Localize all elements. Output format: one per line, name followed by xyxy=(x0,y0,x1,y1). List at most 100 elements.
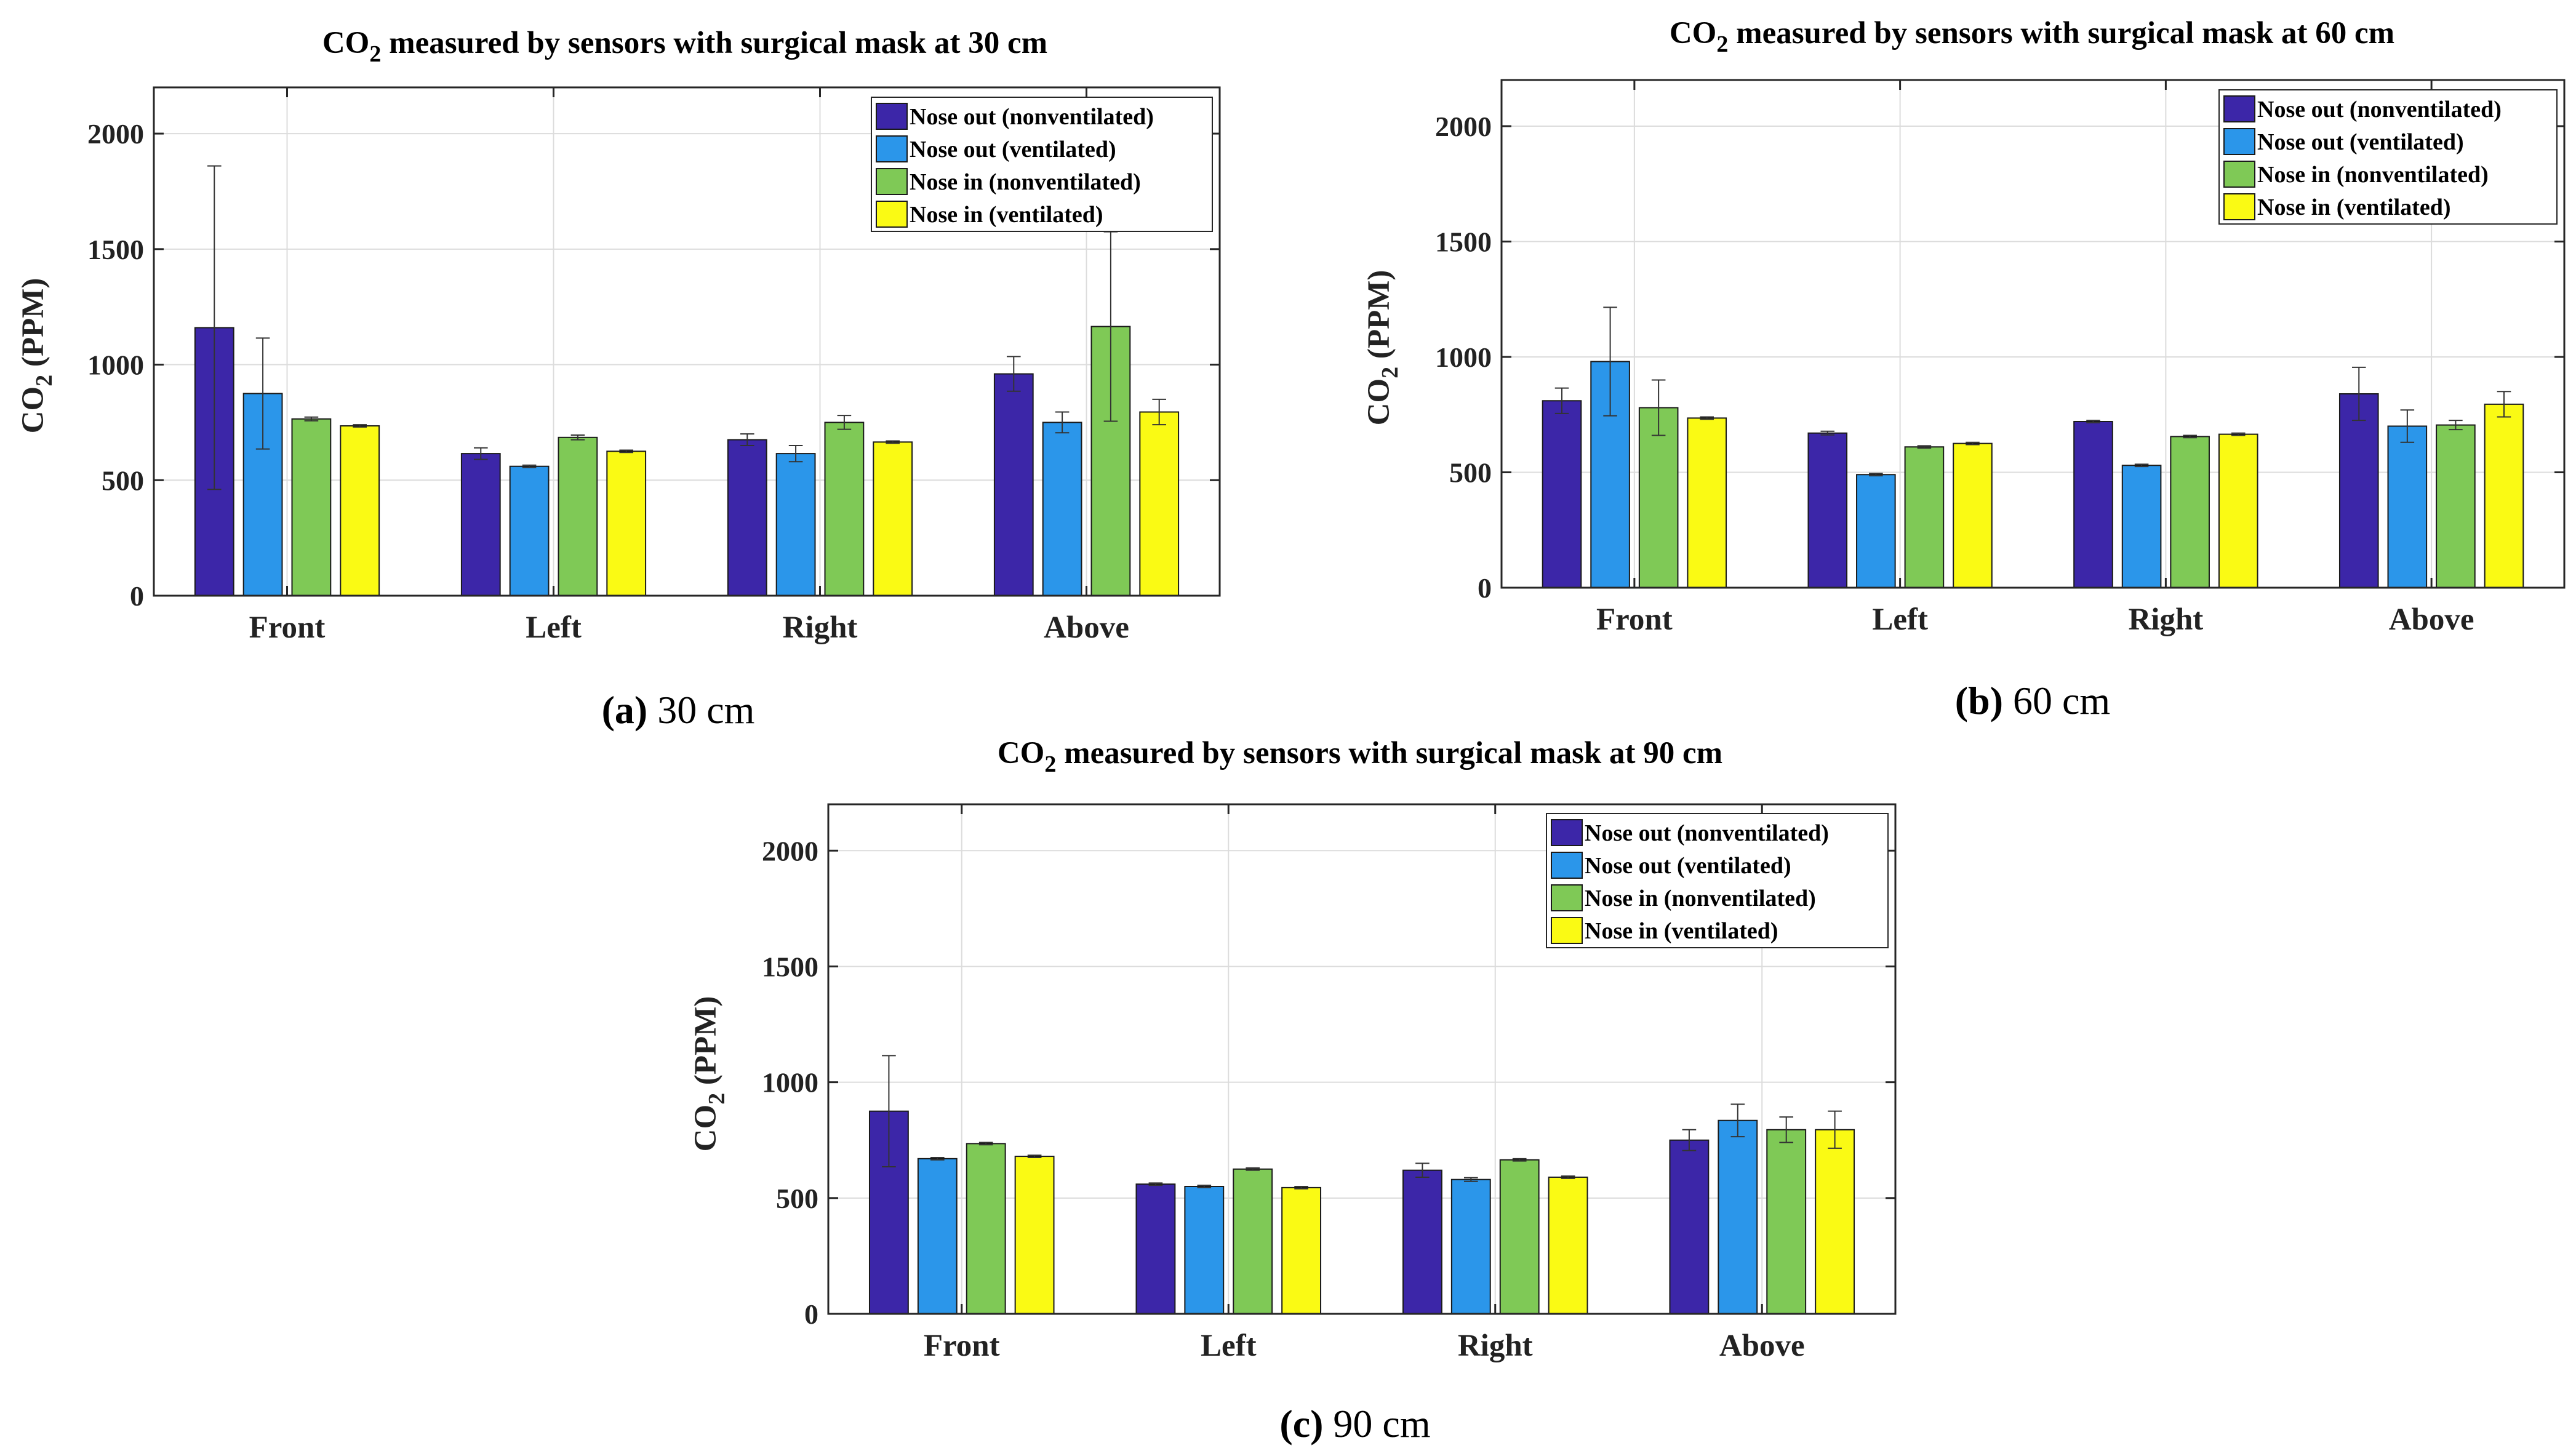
x-tick-label: Above xyxy=(1044,610,1129,645)
y-tick-label: 0 xyxy=(130,580,144,612)
plot-area: 0 500 1000 1500 2000 Front Left Right Above Nose … xyxy=(87,86,1221,645)
legend-swatch xyxy=(2223,95,2255,122)
y-tick-label: 0 xyxy=(1478,572,1492,604)
x-tick-label: Left xyxy=(1872,602,1928,637)
bar xyxy=(1638,407,1679,588)
svg-text:CO2 (PPM): CO2 (PPM) xyxy=(1362,270,1403,426)
bar xyxy=(1184,1186,1225,1314)
legend-label: Nose in (ventilated) xyxy=(910,202,1103,228)
svg-text:CO2 (PPM): CO2 (PPM) xyxy=(16,278,57,434)
legend-label: Nose out (nonventilated) xyxy=(910,104,1154,130)
y-tick-label: 500 xyxy=(776,1183,818,1214)
bar xyxy=(1499,1159,1540,1314)
bar xyxy=(2073,421,2113,588)
legend-swatch xyxy=(1551,884,1583,911)
bar xyxy=(460,453,501,596)
bar xyxy=(558,436,598,597)
chart-title: CO2 measured by sensors with surgical ma… xyxy=(322,26,1047,67)
bar xyxy=(2121,465,2162,588)
bar xyxy=(1233,1168,1273,1314)
legend-box xyxy=(2218,89,2558,225)
legend-label: Nose in (ventilated) xyxy=(2257,194,2451,220)
bar xyxy=(2436,424,2476,588)
legend-label: Nose out (nonventilated) xyxy=(1585,820,1829,846)
x-tick-label: Above xyxy=(2389,602,2474,637)
x-tick-label: Right xyxy=(2128,602,2203,637)
legend-box xyxy=(1546,813,1889,948)
y-tick-label: 2000 xyxy=(1435,111,1492,142)
bar xyxy=(1904,446,1945,588)
legend-label: Nose out (ventilated) xyxy=(910,137,1116,162)
legend-label: Nose in (nonventilated) xyxy=(2257,162,2489,188)
panel-b: CO2 measured by sensors with surgical ma… xyxy=(1362,16,2566,722)
x-tick-label: Left xyxy=(526,610,582,645)
bar xyxy=(2484,403,2524,588)
legend-swatch xyxy=(1551,819,1583,846)
legend-swatch xyxy=(876,168,908,195)
bar xyxy=(1042,422,1082,597)
legend-label: Nose in (ventilated) xyxy=(1585,918,1778,944)
bar xyxy=(873,441,913,597)
legend-swatch xyxy=(876,135,908,162)
x-tick-label: Right xyxy=(1458,1329,1533,1363)
plot-area: 0 500 1000 1500 2000 Front Left Right Above Nose … xyxy=(762,803,1897,1363)
bar xyxy=(1135,1183,1176,1314)
bar xyxy=(1856,474,1896,588)
bar xyxy=(1090,326,1131,596)
legend-label: Nose out (ventilated) xyxy=(2257,129,2464,155)
bar xyxy=(2218,433,2258,588)
x-tick-label: Left xyxy=(1201,1329,1257,1363)
legend-swatch xyxy=(1551,917,1583,944)
bar xyxy=(606,450,647,596)
y-tick-label: 1000 xyxy=(1435,342,1492,373)
plot-area: 0 500 1000 1500 2000 Front Left Right Above Nose … xyxy=(1435,79,2566,637)
bar xyxy=(2170,436,2210,588)
x-tick-label: Front xyxy=(1596,602,1673,637)
panel-caption: (b) 60 cm xyxy=(1955,679,2110,722)
x-tick-label: Right xyxy=(783,610,858,645)
y-tick-label: 1500 xyxy=(87,234,144,265)
bar xyxy=(966,1143,1006,1314)
y-tick-label: 1000 xyxy=(87,350,144,381)
bar xyxy=(1815,1129,1855,1314)
y-tick-label: 2000 xyxy=(762,835,818,866)
bar xyxy=(1402,1169,1442,1314)
bar xyxy=(727,439,767,596)
legend-label: Nose in (nonventilated) xyxy=(1585,886,1816,911)
bar xyxy=(1766,1129,1807,1314)
y-tick-label: 500 xyxy=(102,465,144,496)
legend-box xyxy=(871,97,1213,232)
bar xyxy=(824,422,865,597)
bar xyxy=(1014,1156,1055,1315)
y-tick-label: 1000 xyxy=(762,1067,818,1098)
x-tick-label: Front xyxy=(249,610,326,645)
bar xyxy=(1542,400,1582,588)
y-tick-label: 1500 xyxy=(762,951,818,982)
panel-c: CO2 measured by sensors with surgical ma… xyxy=(689,736,1897,1446)
y-axis-label: CO2 (PPM) xyxy=(16,278,57,434)
y-tick-label: 1500 xyxy=(1435,226,1492,258)
legend-swatch xyxy=(2223,128,2255,155)
bar xyxy=(1687,417,1727,588)
bar xyxy=(1807,432,1848,588)
y-tick-label: 2000 xyxy=(87,118,144,150)
svg-text:CO2 (PPM): CO2 (PPM) xyxy=(689,996,730,1152)
panel-caption: (a) 30 cm xyxy=(602,688,755,732)
panel-caption: (c) 90 cm xyxy=(1279,1402,1430,1446)
bar xyxy=(1281,1186,1322,1315)
bar xyxy=(1669,1139,1710,1315)
axes-box xyxy=(827,803,1897,1315)
bar xyxy=(1450,1178,1491,1315)
y-axis-label: CO2 (PPM) xyxy=(1362,270,1403,426)
legend-swatch xyxy=(2223,193,2255,220)
legend-swatch xyxy=(1551,852,1583,879)
bar xyxy=(775,453,816,596)
panel-a: CO2 measured by sensors with surgical ma… xyxy=(16,26,1221,732)
chart-title: CO2 measured by sensors with surgical ma… xyxy=(1670,16,2394,57)
legend-swatch xyxy=(2223,161,2255,188)
axes-box xyxy=(1500,79,2566,589)
axes-box xyxy=(153,86,1221,597)
bar xyxy=(917,1158,958,1314)
chart-title: CO2 measured by sensors with surgical ma… xyxy=(998,736,1722,777)
